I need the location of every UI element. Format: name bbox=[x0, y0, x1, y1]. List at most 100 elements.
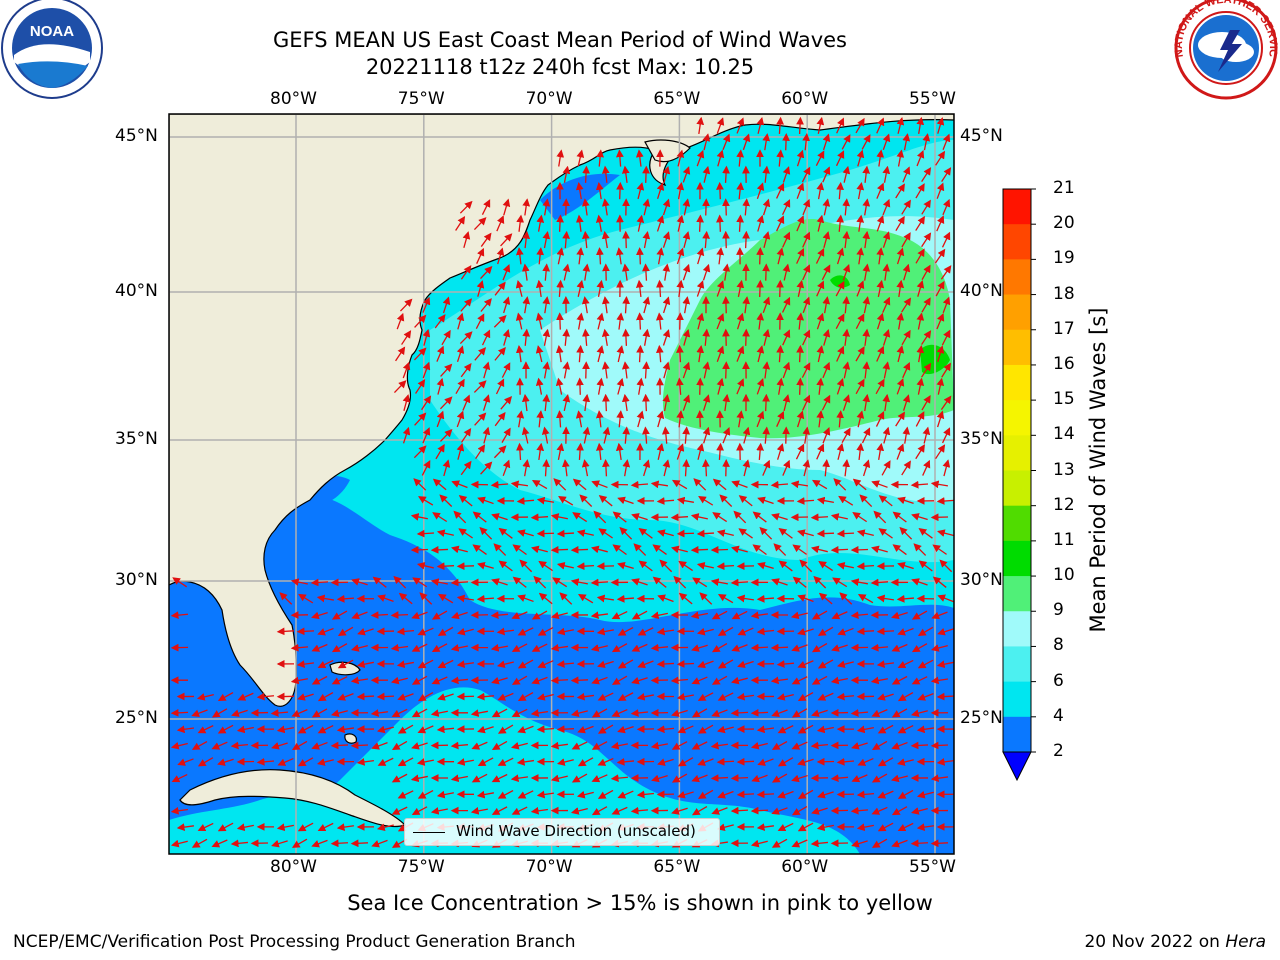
wave-direction-arrow bbox=[636, 377, 645, 395]
wave-direction-arrow bbox=[337, 626, 354, 636]
wave-direction-arrow bbox=[702, 133, 711, 151]
wave-direction-arrow bbox=[622, 296, 630, 314]
wave-direction-arrow bbox=[610, 774, 629, 783]
wave-direction-arrow bbox=[491, 513, 508, 521]
wave-direction-arrow bbox=[896, 378, 905, 395]
wave-direction-arrow bbox=[842, 361, 851, 379]
wave-direction-arrow bbox=[481, 199, 491, 215]
wave-direction-arrow bbox=[678, 560, 693, 572]
wave-direction-arrow bbox=[890, 774, 908, 783]
colorbar-segment bbox=[1003, 505, 1031, 542]
wave-direction-arrow bbox=[298, 593, 314, 604]
wave-direction-arrow bbox=[882, 426, 891, 444]
wave-direction-arrow bbox=[556, 627, 574, 636]
wave-direction-arrow bbox=[876, 117, 885, 134]
wave-direction-arrow bbox=[932, 544, 947, 555]
wave-direction-arrow bbox=[431, 643, 448, 652]
wave-direction-arrow bbox=[621, 393, 630, 412]
wave-direction-arrow bbox=[290, 578, 308, 586]
wave-direction-arrow bbox=[393, 380, 407, 394]
wave-direction-arrow bbox=[351, 578, 368, 586]
wave-direction-arrow bbox=[776, 377, 785, 395]
wave-direction-arrow bbox=[677, 791, 694, 799]
wave-direction-arrow bbox=[460, 265, 472, 280]
wave-direction-arrow bbox=[795, 443, 805, 460]
wave-direction-arrow bbox=[917, 693, 934, 701]
wave-direction-arrow bbox=[821, 394, 831, 411]
wave-direction-arrow bbox=[856, 280, 865, 297]
wave-direction-arrow bbox=[475, 444, 486, 460]
wave-direction-arrow bbox=[756, 442, 765, 461]
wave-direction-arrow bbox=[516, 214, 525, 232]
wave-direction-arrow bbox=[676, 660, 695, 668]
wave-direction-arrow bbox=[556, 660, 575, 668]
wave-direction-arrow bbox=[511, 611, 528, 620]
wave-direction-arrow bbox=[572, 478, 587, 491]
wave-direction-arrow bbox=[762, 459, 771, 476]
wave-direction-arrow bbox=[590, 578, 609, 587]
wave-direction-arrow bbox=[730, 676, 748, 685]
wave-direction-arrow bbox=[458, 528, 473, 539]
wave-direction-arrow bbox=[494, 347, 506, 361]
svg-text:NATIONAL WEATHER SERVICE: NATIONAL WEATHER SERVICE bbox=[0, 0, 1279, 58]
wave-direction-arrow bbox=[417, 789, 434, 799]
wave-direction-arrow bbox=[619, 526, 633, 540]
wave-direction-arrow bbox=[816, 280, 825, 297]
wave-direction-arrow bbox=[762, 231, 771, 249]
wave-direction-arrow bbox=[691, 741, 708, 750]
wave-direction-arrow bbox=[596, 345, 605, 363]
wave-direction-arrow bbox=[511, 675, 528, 685]
wave-direction-arrow bbox=[897, 659, 914, 669]
wave-direction-arrow bbox=[671, 773, 688, 783]
wave-direction-arrow bbox=[811, 807, 828, 815]
wave-direction-arrow bbox=[756, 116, 765, 134]
wave-direction-arrow bbox=[897, 691, 914, 702]
wave-direction-arrow bbox=[396, 660, 414, 669]
wave-direction-arrow bbox=[801, 166, 811, 183]
wave-direction-arrow bbox=[802, 459, 811, 477]
axis-tick-label: 70°W bbox=[525, 89, 573, 109]
wave-direction-arrow bbox=[856, 247, 865, 265]
wave-direction-arrow bbox=[816, 496, 834, 505]
wave-direction-arrow bbox=[770, 480, 789, 489]
wave-direction-arrow bbox=[856, 627, 875, 636]
wave-direction-arrow bbox=[702, 426, 711, 444]
wave-direction-arrow bbox=[697, 692, 714, 701]
wave-direction-arrow bbox=[616, 312, 625, 330]
wave-direction-arrow bbox=[638, 560, 653, 572]
wave-direction-arrow bbox=[581, 296, 590, 314]
wave-direction-arrow bbox=[936, 313, 945, 330]
wave-direction-arrow bbox=[771, 709, 788, 717]
wave-direction-arrow bbox=[596, 312, 605, 330]
wave-direction-arrow bbox=[636, 182, 645, 200]
wave-direction-arrow bbox=[411, 643, 428, 652]
wave-direction-arrow bbox=[856, 790, 875, 799]
wave-direction-arrow bbox=[942, 459, 951, 477]
wave-direction-arrow bbox=[556, 279, 565, 298]
wave-direction-arrow bbox=[597, 724, 614, 734]
wave-direction-arrow bbox=[915, 248, 925, 264]
wave-direction-arrow bbox=[782, 361, 791, 379]
wave-direction-arrow bbox=[891, 643, 908, 652]
wave-direction-arrow bbox=[512, 576, 527, 588]
wave-direction-arrow bbox=[935, 150, 946, 166]
wave-direction-arrow bbox=[676, 443, 685, 460]
wave-direction-arrow bbox=[311, 708, 328, 718]
wave-direction-arrow bbox=[438, 593, 454, 604]
wave-direction-arrow bbox=[650, 643, 669, 652]
wave-direction-arrow bbox=[419, 592, 433, 605]
wave-direction-arrow bbox=[698, 495, 714, 506]
wave-direction-arrow bbox=[696, 561, 714, 570]
wave-direction-arrow bbox=[391, 708, 408, 717]
wave-direction-arrow bbox=[918, 560, 933, 572]
wave-direction-arrow bbox=[311, 675, 328, 685]
wave-direction-arrow bbox=[716, 442, 724, 461]
wave-direction-arrow bbox=[836, 117, 845, 134]
wave-direction-arrow bbox=[799, 559, 813, 573]
wave-direction-arrow bbox=[712, 512, 728, 523]
wave-direction-arrow bbox=[595, 214, 604, 232]
wave-direction-arrow bbox=[856, 529, 874, 537]
wave-direction-arrow bbox=[431, 676, 448, 685]
wave-direction-arrow bbox=[776, 182, 785, 199]
wave-direction-arrow bbox=[682, 263, 691, 281]
